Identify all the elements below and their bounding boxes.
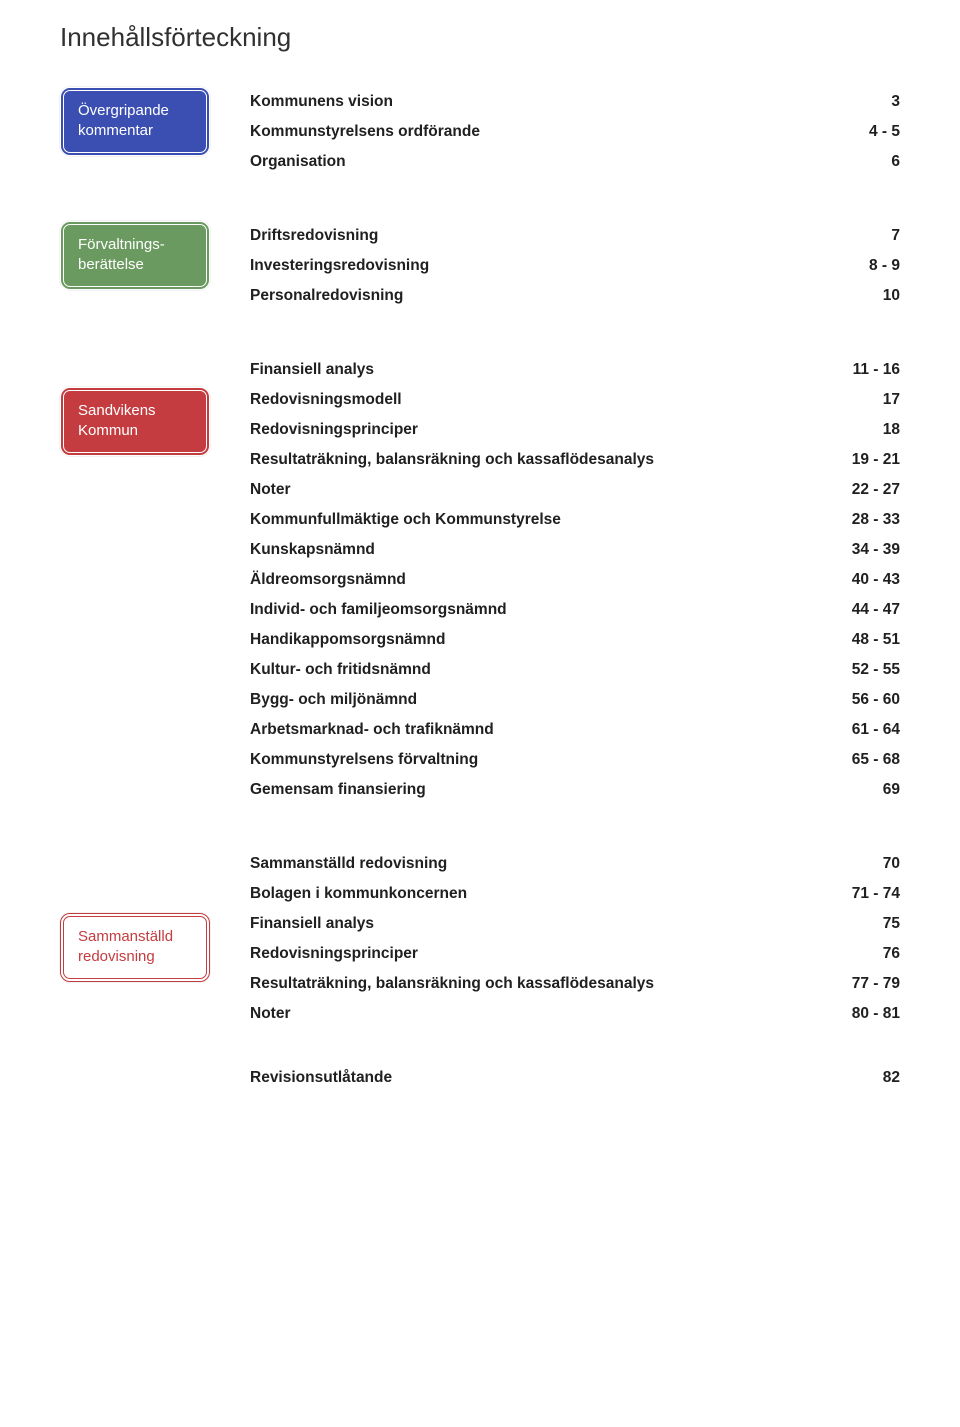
page: Innehållsförteckning Övergripande kommen… — [0, 0, 960, 1427]
toc-row: Personalredovisning10 — [250, 281, 900, 311]
toc-page: 11 - 16 — [853, 361, 900, 379]
section-badge: Övergripande kommentar — [60, 87, 210, 156]
toc-row: Kommunfullmäktige och Kommunstyrelse28 -… — [250, 505, 900, 535]
toc-page: 48 - 51 — [852, 631, 900, 649]
toc-row: Noter80 - 81 — [250, 999, 900, 1029]
toc-label: Kultur- och fritidsnämnd — [250, 661, 852, 679]
toc-row: Investeringsredovisning8 - 9 — [250, 251, 900, 281]
toc-page: 61 - 64 — [852, 721, 900, 739]
toc-label: Redovisningsprinciper — [250, 945, 883, 963]
toc-sections: Övergripande kommentarKommunens vision3K… — [60, 87, 900, 1029]
toc-list: Sammanställd redovisning70Bolagen i komm… — [250, 849, 900, 1029]
toc-page: 65 - 68 — [852, 751, 900, 769]
toc-label: Äldreomsorgsnämnd — [250, 571, 852, 589]
toc-row: Arbetsmarknad- och trafiknämnd61 - 64 — [250, 715, 900, 745]
toc-label: Kommunfullmäktige och Kommunstyrelse — [250, 511, 852, 529]
toc-list: Finansiell analys11 - 16Redovisningsmode… — [250, 355, 900, 805]
toc-label: Sammanställd redovisning — [250, 855, 883, 873]
toc-page: 28 - 33 — [852, 511, 900, 529]
toc-label: Individ- och familjeomsorgsnämnd — [250, 601, 852, 619]
toc-row: Kommunstyrelsens ordförande4 - 5 — [250, 117, 900, 147]
section-badge: Förvaltnings-berättelse — [60, 221, 210, 290]
section-badge: Sammanställd redovisning — [60, 913, 210, 982]
toc-row: Handikappomsorgsnämnd48 - 51 — [250, 625, 900, 655]
toc-row: Äldreomsorgsnämnd40 - 43 — [250, 565, 900, 595]
toc-row: Sammanställd redovisning70 — [250, 849, 900, 879]
toc-row: Individ- och familjeomsorgsnämnd44 - 47 — [250, 595, 900, 625]
toc-row: Organisation6 — [250, 147, 900, 177]
toc-label: Personalredovisning — [250, 287, 883, 305]
toc-row: Bygg- och miljönämnd56 - 60 — [250, 685, 900, 715]
toc-row: Kommunens vision3 — [250, 87, 900, 117]
footer-label: Revisionsutlåtande — [250, 1069, 392, 1087]
toc-row: Driftsredovisning7 — [250, 221, 900, 251]
toc-row: Finansiell analys75 — [250, 909, 900, 939]
toc-page: 69 — [883, 781, 900, 799]
toc-section: Sammanställd redovisningSammanställd red… — [60, 849, 900, 1029]
toc-label: Gemensam finansiering — [250, 781, 883, 799]
toc-label: Handikappomsorgsnämnd — [250, 631, 852, 649]
toc-label: Investeringsredovisning — [250, 257, 869, 275]
toc-page: 75 — [883, 915, 900, 933]
footer-page: 82 — [883, 1069, 900, 1087]
toc-row: Redovisningsprinciper76 — [250, 939, 900, 969]
toc-label: Noter — [250, 481, 852, 499]
toc-page: 44 - 47 — [852, 601, 900, 619]
toc-label: Bygg- och miljönämnd — [250, 691, 852, 709]
footer-entry: Revisionsutlåtande 82 — [250, 1069, 900, 1087]
toc-page: 19 - 21 — [852, 451, 900, 469]
toc-list: Kommunens vision3Kommunstyrelsens ordför… — [250, 87, 900, 177]
toc-label: Kunskapsnämnd — [250, 541, 852, 559]
toc-page: 40 - 43 — [852, 571, 900, 589]
toc-label: Noter — [250, 1005, 852, 1023]
toc-row: Noter22 - 27 — [250, 475, 900, 505]
toc-page: 10 — [883, 287, 900, 305]
toc-label: Resultaträkning, balansräkning och kassa… — [250, 451, 852, 469]
toc-label: Organisation — [250, 153, 891, 171]
toc-page: 17 — [883, 391, 900, 409]
toc-page: 71 - 74 — [852, 885, 900, 903]
toc-row: Resultaträkning, balansräkning och kassa… — [250, 445, 900, 475]
toc-row: Kultur- och fritidsnämnd52 - 55 — [250, 655, 900, 685]
toc-row: Redovisningsmodell17 — [250, 385, 900, 415]
toc-label: Finansiell analys — [250, 361, 853, 379]
section-badge: Sandvikens Kommun — [60, 387, 210, 456]
toc-label: Kommunens vision — [250, 93, 891, 111]
toc-page: 70 — [883, 855, 900, 873]
toc-section: Förvaltnings-berättelse Driftsredovisning… — [60, 221, 900, 311]
toc-page: 3 — [891, 93, 900, 111]
toc-page: 8 - 9 — [869, 257, 900, 275]
toc-row: Resultaträkning, balansräkning och kassa… — [250, 969, 900, 999]
toc-section: Övergripande kommentarKommunens vision3K… — [60, 87, 900, 177]
toc-page: 7 — [891, 227, 900, 245]
toc-page: 77 - 79 — [852, 975, 900, 993]
toc-list: Driftsredovisning7Investeringsredovisnin… — [250, 221, 900, 311]
toc-page: 22 - 27 — [852, 481, 900, 499]
toc-page: 52 - 55 — [852, 661, 900, 679]
toc-row: Gemensam finansiering69 — [250, 775, 900, 805]
page-title: Innehållsförteckning — [60, 22, 900, 53]
toc-row: Bolagen i kommunkoncernen71 - 74 — [250, 879, 900, 909]
toc-label: Kommunstyrelsens förvaltning — [250, 751, 852, 769]
toc-label: Finansiell analys — [250, 915, 883, 933]
toc-page: 76 — [883, 945, 900, 963]
toc-label: Arbetsmarknad- och trafiknämnd — [250, 721, 852, 739]
toc-label: Redovisningsmodell — [250, 391, 883, 409]
toc-row: Kommunstyrelsens förvaltning65 - 68 — [250, 745, 900, 775]
toc-page: 18 — [883, 421, 900, 439]
toc-row: Kunskapsnämnd34 - 39 — [250, 535, 900, 565]
toc-row: Redovisningsprinciper18 — [250, 415, 900, 445]
toc-page: 6 — [891, 153, 900, 171]
toc-page: 56 - 60 — [852, 691, 900, 709]
toc-label: Resultaträkning, balansräkning och kassa… — [250, 975, 852, 993]
toc-page: 80 - 81 — [852, 1005, 900, 1023]
toc-label: Redovisningsprinciper — [250, 421, 883, 439]
toc-label: Driftsredovisning — [250, 227, 891, 245]
toc-label: Kommunstyrelsens ordförande — [250, 123, 869, 141]
toc-label: Bolagen i kommunkoncernen — [250, 885, 852, 903]
toc-page: 34 - 39 — [852, 541, 900, 559]
toc-row: Finansiell analys11 - 16 — [250, 355, 900, 385]
toc-section: Sandvikens Kommun Finansiell analys11 - 1… — [60, 355, 900, 805]
toc-page: 4 - 5 — [869, 123, 900, 141]
